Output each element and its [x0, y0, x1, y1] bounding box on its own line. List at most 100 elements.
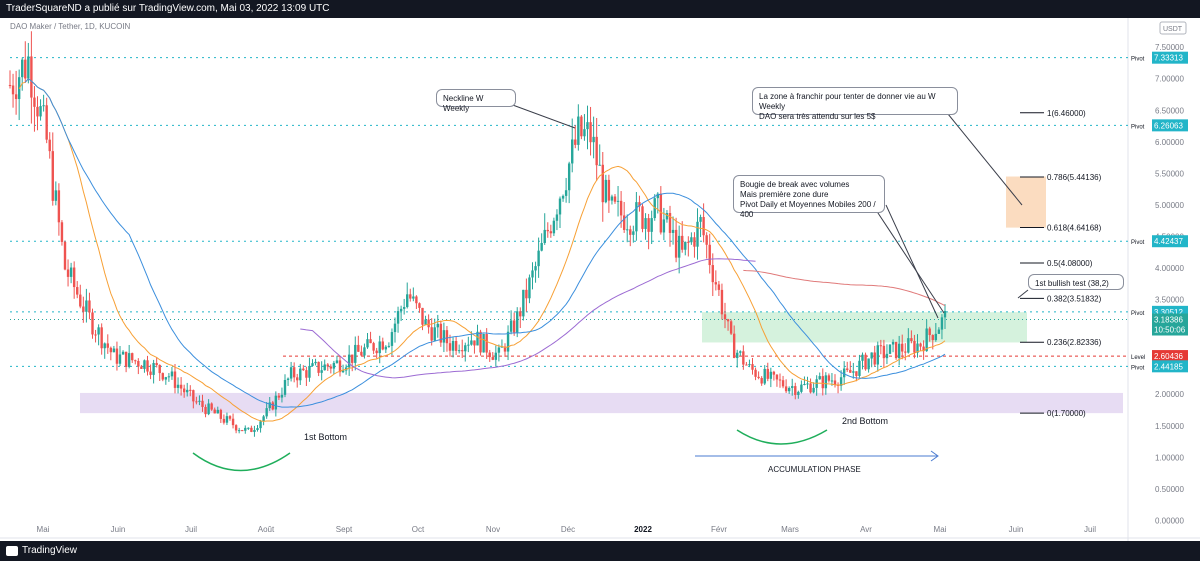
candle [167, 376, 171, 378]
candle [940, 317, 944, 330]
candle [314, 361, 317, 364]
candle [650, 218, 653, 232]
candle [876, 345, 879, 365]
candle [482, 333, 485, 353]
candle [708, 244, 711, 266]
candle [803, 384, 806, 386]
candle [381, 341, 384, 350]
candle [387, 345, 391, 347]
candle [720, 289, 724, 315]
bougie-pointer-2 [875, 209, 945, 314]
candle [687, 241, 690, 243]
level-price-label: 7.33313 [1154, 54, 1183, 63]
candle [894, 341, 898, 359]
candle [555, 214, 559, 221]
x-tick-label: Oct [412, 525, 425, 534]
candle [473, 340, 476, 346]
candle [112, 348, 116, 353]
candle [445, 330, 449, 344]
annotation-bullish-test: 1st bullish test (38,2) [1028, 274, 1124, 290]
candle [784, 386, 788, 392]
candle [82, 306, 85, 312]
candle [467, 344, 470, 346]
candle [604, 179, 608, 203]
candle [277, 395, 281, 398]
candle [271, 402, 274, 410]
candle [42, 105, 45, 107]
candle [778, 379, 782, 381]
current-price-label: 3.18386 [1154, 315, 1183, 324]
fib-label: 0.382(3.51832) [1047, 294, 1102, 303]
candle [732, 333, 736, 358]
candle [48, 139, 51, 152]
publisher-header: TraderSquareND a publié sur TradingView.… [0, 0, 1200, 18]
candle [76, 287, 79, 295]
level-price-label: 2.60436 [1154, 352, 1183, 361]
candle [207, 403, 210, 415]
candle [891, 341, 895, 345]
candle [644, 218, 647, 229]
candle [503, 346, 507, 352]
current-price-countdown: 10:50:06 [1154, 325, 1186, 334]
candle [234, 425, 238, 431]
footer-brand: TradingView [22, 545, 78, 556]
candle [937, 329, 941, 334]
candle [754, 369, 757, 377]
candle [897, 343, 901, 359]
candle [347, 354, 351, 368]
candle [794, 386, 797, 395]
candle [592, 136, 595, 143]
candle [839, 377, 843, 386]
x-tick-label: Juin [111, 525, 126, 534]
candle [39, 106, 42, 117]
candle [457, 350, 461, 352]
candle [378, 341, 381, 354]
y-tick-label: 5.00000 [1155, 201, 1184, 210]
candle [289, 367, 293, 379]
candle [589, 122, 592, 143]
candle [885, 353, 889, 359]
candle [225, 416, 229, 423]
candle [27, 56, 30, 79]
candle [671, 229, 675, 233]
candle [268, 402, 271, 409]
candle [882, 345, 886, 359]
candle [907, 338, 910, 353]
level-price-box [1152, 350, 1188, 363]
candle [849, 369, 852, 373]
candle [399, 308, 403, 312]
candle [531, 270, 534, 278]
candle [186, 389, 189, 393]
candle [305, 370, 308, 378]
accumulation-phase-label: ACCUMULATION PHASE [768, 465, 861, 474]
zone-pointer [947, 113, 1023, 206]
candle [88, 300, 91, 313]
target-zone [1006, 176, 1046, 228]
annotation-zone: La zone à franchir pour tenter de donner… [752, 87, 958, 121]
candle [757, 376, 760, 378]
candle [632, 231, 635, 235]
candle [616, 200, 620, 202]
candle [641, 206, 644, 229]
candle [280, 394, 284, 398]
candle [341, 370, 345, 373]
level-price-label: 6.26063 [1154, 121, 1183, 130]
candle [540, 242, 543, 251]
price-chart[interactable]: 0.000000.500001.000001.500002.000002.500… [0, 18, 1200, 541]
candle [152, 362, 155, 375]
candle [286, 378, 290, 381]
candle [296, 377, 299, 381]
currency-badge-label: USDT [1163, 26, 1183, 33]
candle [662, 219, 666, 233]
candle [714, 282, 718, 285]
candle [406, 294, 409, 308]
candle [500, 346, 504, 348]
neckline-pointer [509, 103, 576, 129]
bullish-pointer [1017, 289, 1029, 299]
candle [8, 85, 12, 87]
candle [855, 371, 858, 376]
candle [702, 217, 705, 236]
candle [329, 366, 333, 369]
candle [904, 351, 907, 353]
candle [436, 323, 439, 328]
